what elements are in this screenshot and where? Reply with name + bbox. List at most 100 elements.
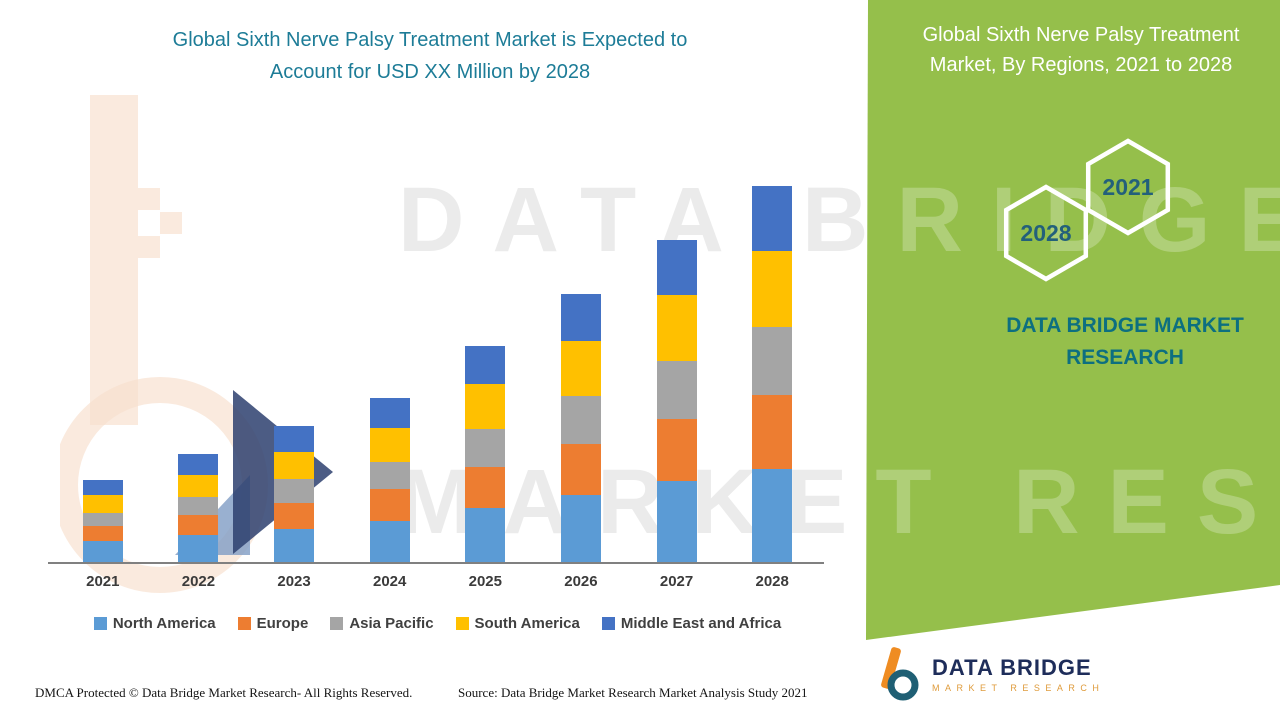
bar-segment-south-america [656, 295, 697, 362]
bar-segment-south-america [369, 427, 410, 462]
stacked-bar-2022 [178, 453, 219, 563]
x-axis-label: 2021 [86, 573, 120, 590]
legend-label: Asia Pacific [349, 615, 434, 632]
legend-swatch [330, 617, 344, 630]
bar-segment-middle-east-and-africa [465, 346, 506, 384]
bar-segment-asia-pacific [656, 361, 697, 419]
legend-item-europe: Europe [237, 615, 309, 632]
legend-item-middle-east-and-africa: Middle East and Africa [601, 615, 782, 632]
legend-label: Europe [256, 615, 309, 632]
bar-segment-europe [274, 503, 315, 530]
hexagon-2021-icon [1085, 138, 1171, 236]
bar-segment-middle-east-and-africa [560, 294, 601, 342]
x-axis-labels: 2021 2022 2023 2024 2025 2026 2027 2028 [55, 573, 820, 590]
footer-source: Source: Data Bridge Market Research Mark… [458, 685, 808, 700]
hexagon-2028-icon [1003, 184, 1089, 282]
bar-slot [533, 165, 629, 563]
bar-slot [55, 165, 151, 563]
x-axis-label: 2027 [659, 573, 694, 590]
bar-segment-middle-east-and-africa [82, 479, 123, 496]
bar-segment-europe [178, 515, 219, 536]
panel-heading: Global Sixth Nerve Palsy Treatment Marke… [922, 24, 1240, 76]
bar-segment-north-america [274, 529, 315, 563]
x-axis-label: 2028 [755, 573, 789, 590]
bar-segment-north-america [656, 481, 697, 563]
x-axis-line [48, 562, 824, 564]
stacked-bar-2028 [752, 185, 793, 563]
x-axis-label: 2026 [564, 573, 598, 590]
data-bridge-logo: DATA BRIDGE MARKET RESEARCH [878, 645, 1104, 703]
data-bridge-logo-icon [881, 647, 919, 701]
x-axis-label: 2022 [181, 573, 216, 590]
bar-segment-asia-pacific [178, 497, 219, 516]
x-axis-label: 2024 [373, 573, 407, 590]
bar-segment-middle-east-and-africa [178, 453, 219, 476]
hex-year-2021: 2021 [1102, 174, 1153, 200]
bar-segment-south-america [274, 451, 315, 480]
bar-segment-north-america [178, 535, 219, 563]
bar-segment-north-america [465, 508, 506, 563]
bar-slot [342, 165, 438, 563]
bar-segment-asia-pacific [274, 479, 315, 504]
bar-slot [438, 165, 534, 563]
bar-segment-asia-pacific [465, 428, 506, 467]
x-axis-label: 2025 [468, 573, 502, 590]
legend-label: South America [474, 615, 580, 632]
legend-label: Middle East and Africa [620, 615, 782, 632]
legend-label: North America [112, 615, 216, 632]
stacked-bar-2024 [369, 397, 410, 563]
bar-segment-asia-pacific [560, 395, 601, 444]
chart-title-line2: Account for USD XX Million by 2028 [269, 61, 591, 83]
legend-swatch [601, 617, 615, 630]
legend: North America Europe Asia Pacific South Ame… [50, 615, 825, 632]
bar-segment-europe [560, 443, 601, 496]
bar-segment-south-america [560, 341, 601, 396]
legend-item-south-america: South America [455, 615, 580, 632]
bar-segment-middle-east-and-africa [752, 185, 793, 251]
legend-item-north-america: North America [93, 615, 216, 632]
bar-slot [246, 165, 342, 563]
bar-slot [629, 165, 725, 563]
stacked-bar-2025 [465, 346, 506, 563]
logo-text: DATA BRIDGE MARKET RESEARCH [932, 655, 1105, 693]
legend-swatch [455, 617, 469, 630]
bar-segment-europe [82, 526, 123, 542]
bar-slot [151, 165, 247, 563]
panel-brand-line2: RESEARCH [1066, 345, 1184, 369]
bar-segment-europe [656, 418, 697, 482]
bar-segment-europe [465, 466, 506, 509]
bar-segment-middle-east-and-africa [274, 425, 315, 452]
panel-brand-line1: DATA BRIDGE MARKET [1006, 314, 1244, 337]
chart-title-line1: Global Sixth Nerve Palsy Treatment Marke… [172, 29, 688, 51]
hexagon-years: 2028 2021 [1003, 138, 1171, 282]
bar-segment-asia-pacific [752, 327, 793, 395]
stacked-bar-2027 [656, 239, 697, 563]
hex-year-2028: 2028 [1020, 220, 1071, 246]
panel-brand-text: DATA BRIDGE MARKET RESEARCH [965, 310, 1280, 373]
bar-segment-europe [369, 489, 410, 522]
watermark-text-line1-green: DATA BRIDGE [398, 169, 1280, 271]
stacked-bar-2026 [560, 294, 601, 563]
plot-area [55, 165, 820, 563]
bar-segment-asia-pacific [369, 461, 410, 490]
footer-dmca: DMCA Protected © Data Bridge Market Rese… [35, 685, 413, 700]
bar-segment-north-america [752, 468, 793, 563]
legend-swatch [237, 617, 251, 630]
chart-title: Global Sixth Nerve Palsy Treatment Marke… [75, 24, 785, 88]
bar-segment-middle-east-and-africa [656, 239, 697, 296]
legend-swatch [93, 617, 107, 630]
bar-segment-south-america [178, 475, 219, 498]
x-axis-label: 2023 [277, 573, 311, 590]
legend-item-asia-pacific: Asia Pacific [330, 615, 434, 632]
bar-segment-asia-pacific [82, 513, 123, 527]
bar-segment-north-america [560, 495, 601, 563]
watermark-text-line2-green: MARKET RESEARCH [866, 451, 1280, 553]
bar-segment-north-america [369, 521, 410, 563]
stacked-bar-2023 [274, 425, 315, 563]
bar-segment-north-america [82, 541, 123, 563]
logo-sub: MARKET RESEARCH [932, 682, 1105, 693]
stacked-bar-2021 [82, 479, 123, 563]
bar-slot [724, 165, 820, 563]
